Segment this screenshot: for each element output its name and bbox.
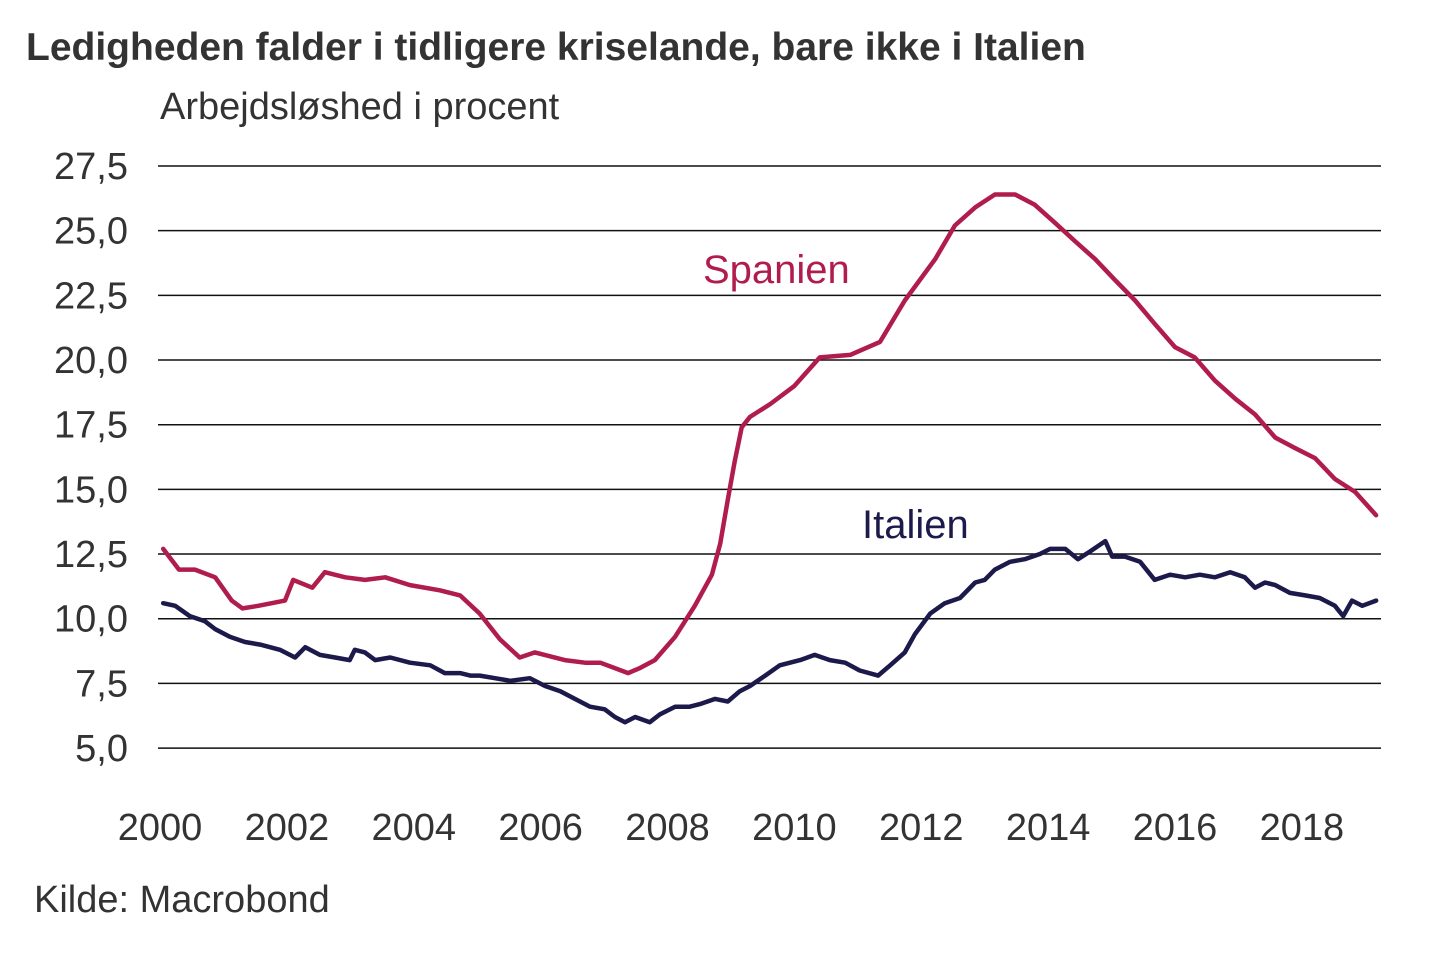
y-tick-label: 12,5 <box>54 534 128 576</box>
x-tick-labels: 2000 2002 2004 2006 2008 2010 2012 2014 2016 2018 <box>118 807 1344 849</box>
series-label-italien: Italien <box>862 503 969 547</box>
x-tick-label: 2008 <box>625 807 710 849</box>
y-tick-label: 27,5 <box>54 146 128 188</box>
y-tick-label: 5,0 <box>75 728 128 770</box>
x-tick-label: 2016 <box>1133 807 1218 849</box>
y-axis-label: Arbejdsløshed i procent <box>160 86 560 128</box>
x-tick-label: 2004 <box>371 807 456 849</box>
y-tick-label: 20,0 <box>54 340 128 382</box>
y-tick-label: 25,0 <box>54 211 128 253</box>
series-line-spanien <box>160 192 1379 676</box>
series-label-spanien: Spanien <box>703 248 850 292</box>
y-tick-label: 15,0 <box>54 469 128 511</box>
chart-title: Ledigheden falder i tidligere kriselande… <box>26 26 1086 69</box>
y-tick-labels: 27,5 25,0 22,5 20,0 17,5 15,0 12,5 10,0 7,5 5,0 <box>54 146 128 770</box>
x-tick-label: 2010 <box>752 807 837 849</box>
y-tick-label: 17,5 <box>54 405 128 447</box>
source-note: Kilde: Macrobond <box>34 879 330 921</box>
x-tick-label: 2002 <box>245 807 330 849</box>
y-tick-label: 7,5 <box>75 663 128 705</box>
series-line-italien <box>160 538 1379 725</box>
x-tick-label: 2018 <box>1260 807 1345 849</box>
x-tick-label: 2006 <box>498 807 583 849</box>
x-tick-label: 2014 <box>1006 807 1091 849</box>
series-lines <box>160 192 1379 725</box>
x-tick-label: 2000 <box>118 807 203 849</box>
x-tick-label: 2012 <box>879 807 964 849</box>
y-tick-label: 22,5 <box>54 275 128 317</box>
gridlines <box>158 165 1381 749</box>
y-tick-label: 10,0 <box>54 599 128 641</box>
series-labels: Spanien Italien <box>703 248 969 547</box>
